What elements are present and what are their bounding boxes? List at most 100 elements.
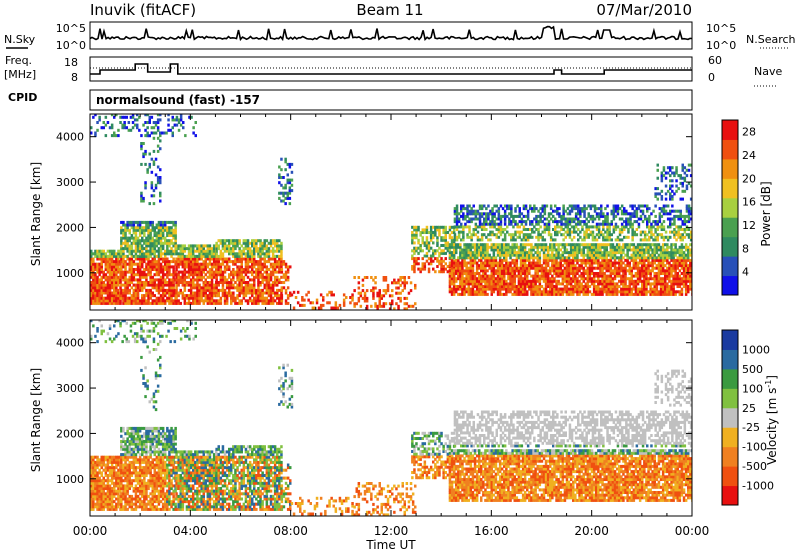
power-cell xyxy=(647,279,650,283)
power-cell xyxy=(452,292,456,296)
power-cell xyxy=(556,212,559,216)
power-cell xyxy=(524,220,528,224)
power-cell xyxy=(559,282,562,286)
power-cell xyxy=(98,294,101,298)
power-cell xyxy=(183,268,187,272)
power-cell xyxy=(269,283,273,287)
power-cell xyxy=(126,254,129,258)
power-cell xyxy=(315,298,319,302)
power-cell xyxy=(134,299,138,303)
power-cell xyxy=(251,291,254,295)
power-cell xyxy=(597,256,600,260)
power-cell xyxy=(108,301,112,305)
power-cell xyxy=(528,256,531,260)
power-cell xyxy=(342,293,346,297)
power-cell xyxy=(542,292,546,296)
power-cell xyxy=(115,257,118,261)
power-cell xyxy=(453,238,457,242)
power-cell xyxy=(248,288,252,292)
power-cell xyxy=(138,239,142,243)
power-cell xyxy=(557,245,560,249)
power-cell xyxy=(151,301,154,305)
power-cell xyxy=(147,236,150,240)
power-cell xyxy=(141,226,144,230)
power-cell xyxy=(164,268,167,272)
power-cell xyxy=(117,283,120,287)
power-cell xyxy=(263,244,266,248)
power-cell xyxy=(134,239,138,243)
power-cell xyxy=(106,257,110,261)
power-cell xyxy=(666,243,669,247)
power-cell xyxy=(361,278,365,282)
power-cell xyxy=(271,265,275,269)
power-cell xyxy=(567,279,571,283)
power-cell xyxy=(584,269,588,273)
power-cell xyxy=(572,287,575,291)
power-cell xyxy=(110,291,114,295)
power-cell xyxy=(90,275,93,279)
power-cell xyxy=(491,207,494,211)
power-cell xyxy=(538,264,542,268)
power-cell xyxy=(234,270,237,274)
power-cell xyxy=(136,265,140,269)
power-cell xyxy=(115,260,118,264)
power-cell xyxy=(225,249,229,253)
power-cell xyxy=(246,288,250,292)
power-cell xyxy=(132,228,136,232)
power-cell xyxy=(126,244,129,248)
power-cell xyxy=(132,260,136,264)
power-cell xyxy=(556,220,559,224)
power-cell xyxy=(198,301,201,305)
power-cell xyxy=(263,252,266,256)
power-cell xyxy=(259,275,262,279)
power-cell xyxy=(467,272,470,276)
power-cell xyxy=(215,262,218,266)
power-cell xyxy=(100,286,103,290)
power-cell xyxy=(471,245,475,249)
power-cell xyxy=(94,286,97,290)
power-cell xyxy=(427,231,431,235)
power-cell xyxy=(626,248,629,252)
power-cell xyxy=(510,220,513,224)
power-cell xyxy=(653,248,656,252)
power-cell xyxy=(172,270,175,274)
power-cell xyxy=(490,264,493,268)
power-cell xyxy=(238,257,241,261)
power-cell xyxy=(494,279,498,283)
power-cell xyxy=(210,291,214,295)
power-cell xyxy=(223,291,227,295)
power-cell xyxy=(546,292,550,296)
power-cell xyxy=(157,257,161,261)
power-cell xyxy=(255,275,258,279)
power-cell xyxy=(419,270,422,274)
power-cell xyxy=(202,252,205,256)
power-cell xyxy=(542,261,546,265)
power-cell xyxy=(530,292,533,296)
power-cell xyxy=(196,283,199,287)
power-cell xyxy=(534,269,537,273)
power-cell xyxy=(461,285,464,289)
power-cell xyxy=(607,269,611,273)
power-cell xyxy=(643,279,646,283)
power-cell xyxy=(615,261,619,265)
power-cell xyxy=(223,239,227,243)
power-cell xyxy=(219,288,223,292)
power-cell xyxy=(569,258,573,262)
power-cell xyxy=(595,274,598,278)
power-cell xyxy=(457,269,460,273)
power-cell xyxy=(210,286,214,290)
power-cell xyxy=(457,258,460,262)
power-cell xyxy=(624,285,627,289)
power-cell xyxy=(480,207,484,211)
power-cell xyxy=(159,226,163,230)
power-cell xyxy=(153,226,156,230)
power-cell xyxy=(219,241,223,245)
power-cell xyxy=(192,270,195,274)
power-cell xyxy=(584,277,588,281)
power-cell xyxy=(480,243,483,247)
power-cell xyxy=(626,258,629,262)
power-cell xyxy=(487,212,490,216)
power-cell xyxy=(519,243,523,247)
power-cell xyxy=(538,243,542,247)
power-cell xyxy=(584,282,588,286)
